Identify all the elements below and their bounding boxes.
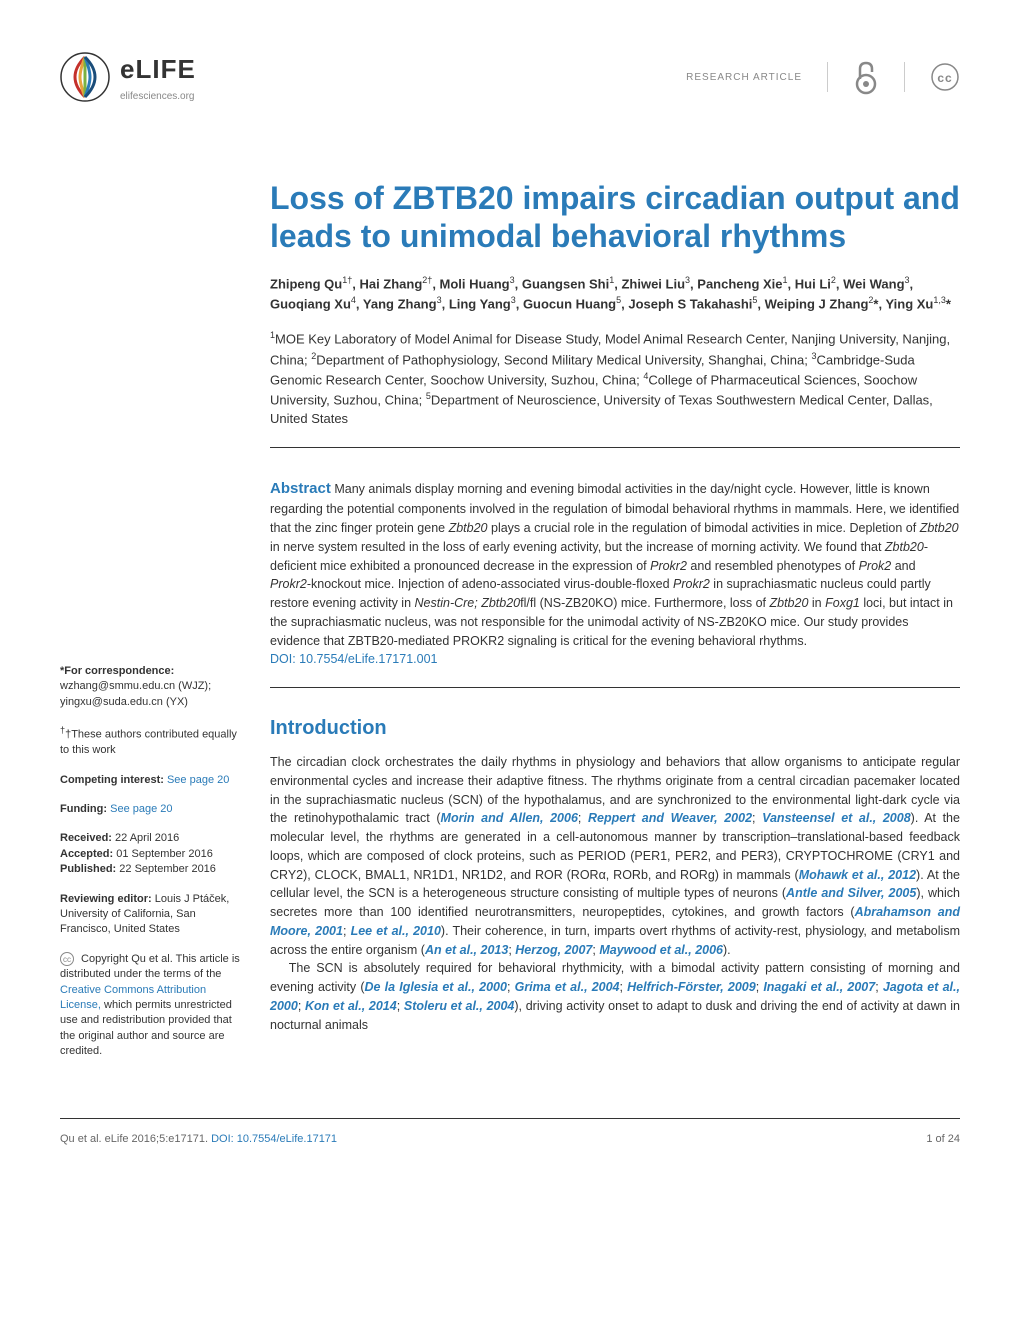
reviewing-editor-block: Reviewing editor: Louis J Ptáček, Univer… — [60, 892, 240, 938]
funding-block: Funding: See page 20 — [60, 802, 240, 817]
introduction-heading: Introduction — [270, 713, 960, 743]
article-title: Loss of ZBTB20 impairs circadian output … — [270, 179, 960, 256]
abstract-label: Abstract — [270, 480, 331, 497]
cc-license-icon: cc — [930, 62, 960, 92]
citation-link[interactable]: Antle and Silver, 2005 — [786, 886, 916, 900]
citation-link[interactable]: Lee et al., 2010 — [351, 924, 441, 938]
header-divider — [904, 62, 905, 92]
article-doi-link[interactable]: DOI: 10.7554/eLife.17171.001 — [270, 652, 438, 666]
cc-small-icon: cc — [60, 952, 74, 966]
page-header: eLIFE elifesciences.org RESEARCH ARTICLE… — [60, 50, 960, 139]
citation-link[interactable]: Helfrich-Förster, 2009 — [627, 980, 756, 994]
citation-link[interactable]: Vansteensel et al., 2008 — [762, 811, 911, 825]
header-meta: RESEARCH ARTICLE cc — [686, 59, 960, 95]
header-divider — [827, 62, 828, 92]
journal-logo-section: eLIFE elifesciences.org — [60, 50, 196, 104]
citation-link[interactable]: Reppert and Weaver, 2002 — [588, 811, 752, 825]
article-type-label: RESEARCH ARTICLE — [686, 70, 802, 85]
citation-link[interactable]: An et al., 2013 — [425, 943, 508, 957]
dates-block: Received: 22 April 2016 Accepted: 01 Sep… — [60, 831, 240, 877]
elife-logo-icon — [60, 52, 110, 102]
abstract-section: Abstract Many animals display morning an… — [270, 478, 960, 688]
affiliations-list: 1MOE Key Laboratory of Model Animal for … — [270, 329, 960, 448]
citation-link[interactable]: Inagaki et al., 2007 — [763, 980, 875, 994]
page-number: 1 of 24 — [926, 1131, 960, 1148]
citation-link[interactable]: Stoleru et al., 2004 — [404, 999, 514, 1013]
journal-url[interactable]: elifesciences.org — [120, 89, 196, 104]
footer-doi-link[interactable]: DOI: 10.7554/eLife.17171 — [211, 1133, 337, 1145]
citation-link[interactable]: Grima et al., 2004 — [515, 980, 620, 994]
equal-contrib-block: ††These authors contributed equally to t… — [60, 724, 240, 758]
svg-text:cc: cc — [937, 71, 952, 85]
citation-link[interactable]: Morin and Allen, 2006 — [441, 811, 578, 825]
competing-interest-block: Competing interest: See page 20 — [60, 773, 240, 788]
authors-list: Zhipeng Qu1†, Hai Zhang2†, Moli Huang3, … — [270, 274, 960, 314]
open-access-icon — [853, 59, 879, 95]
citation-link[interactable]: Mohawk et al., 2012 — [799, 868, 916, 882]
page-footer: Qu et al. eLife 2016;5:e17171. DOI: 10.7… — [60, 1118, 960, 1148]
introduction-body: The circadian clock orchestrates the dai… — [270, 753, 960, 1034]
citation-link[interactable]: Kon et al., 2014 — [305, 999, 397, 1013]
article-main: Loss of ZBTB20 impairs circadian output … — [270, 179, 960, 1073]
footer-citation: Qu et al. eLife 2016;5:e17171. — [60, 1133, 211, 1145]
citation-link[interactable]: Herzog, 2007 — [515, 943, 592, 957]
citation-link[interactable]: De la Iglesia et al., 2000 — [365, 980, 507, 994]
citation-link[interactable]: Maywood et al., 2006 — [599, 943, 723, 957]
journal-name: eLIFE — [120, 50, 196, 89]
competing-interest-link[interactable]: See page 20 — [167, 774, 229, 786]
article-sidebar: *For correspondence: wzhang@smmu.edu.cn … — [60, 179, 240, 1073]
funding-link[interactable]: See page 20 — [110, 803, 172, 815]
correspondence-block: *For correspondence: wzhang@smmu.edu.cn … — [60, 664, 240, 710]
copyright-block: cc Copyright Qu et al. This article is d… — [60, 952, 240, 1060]
